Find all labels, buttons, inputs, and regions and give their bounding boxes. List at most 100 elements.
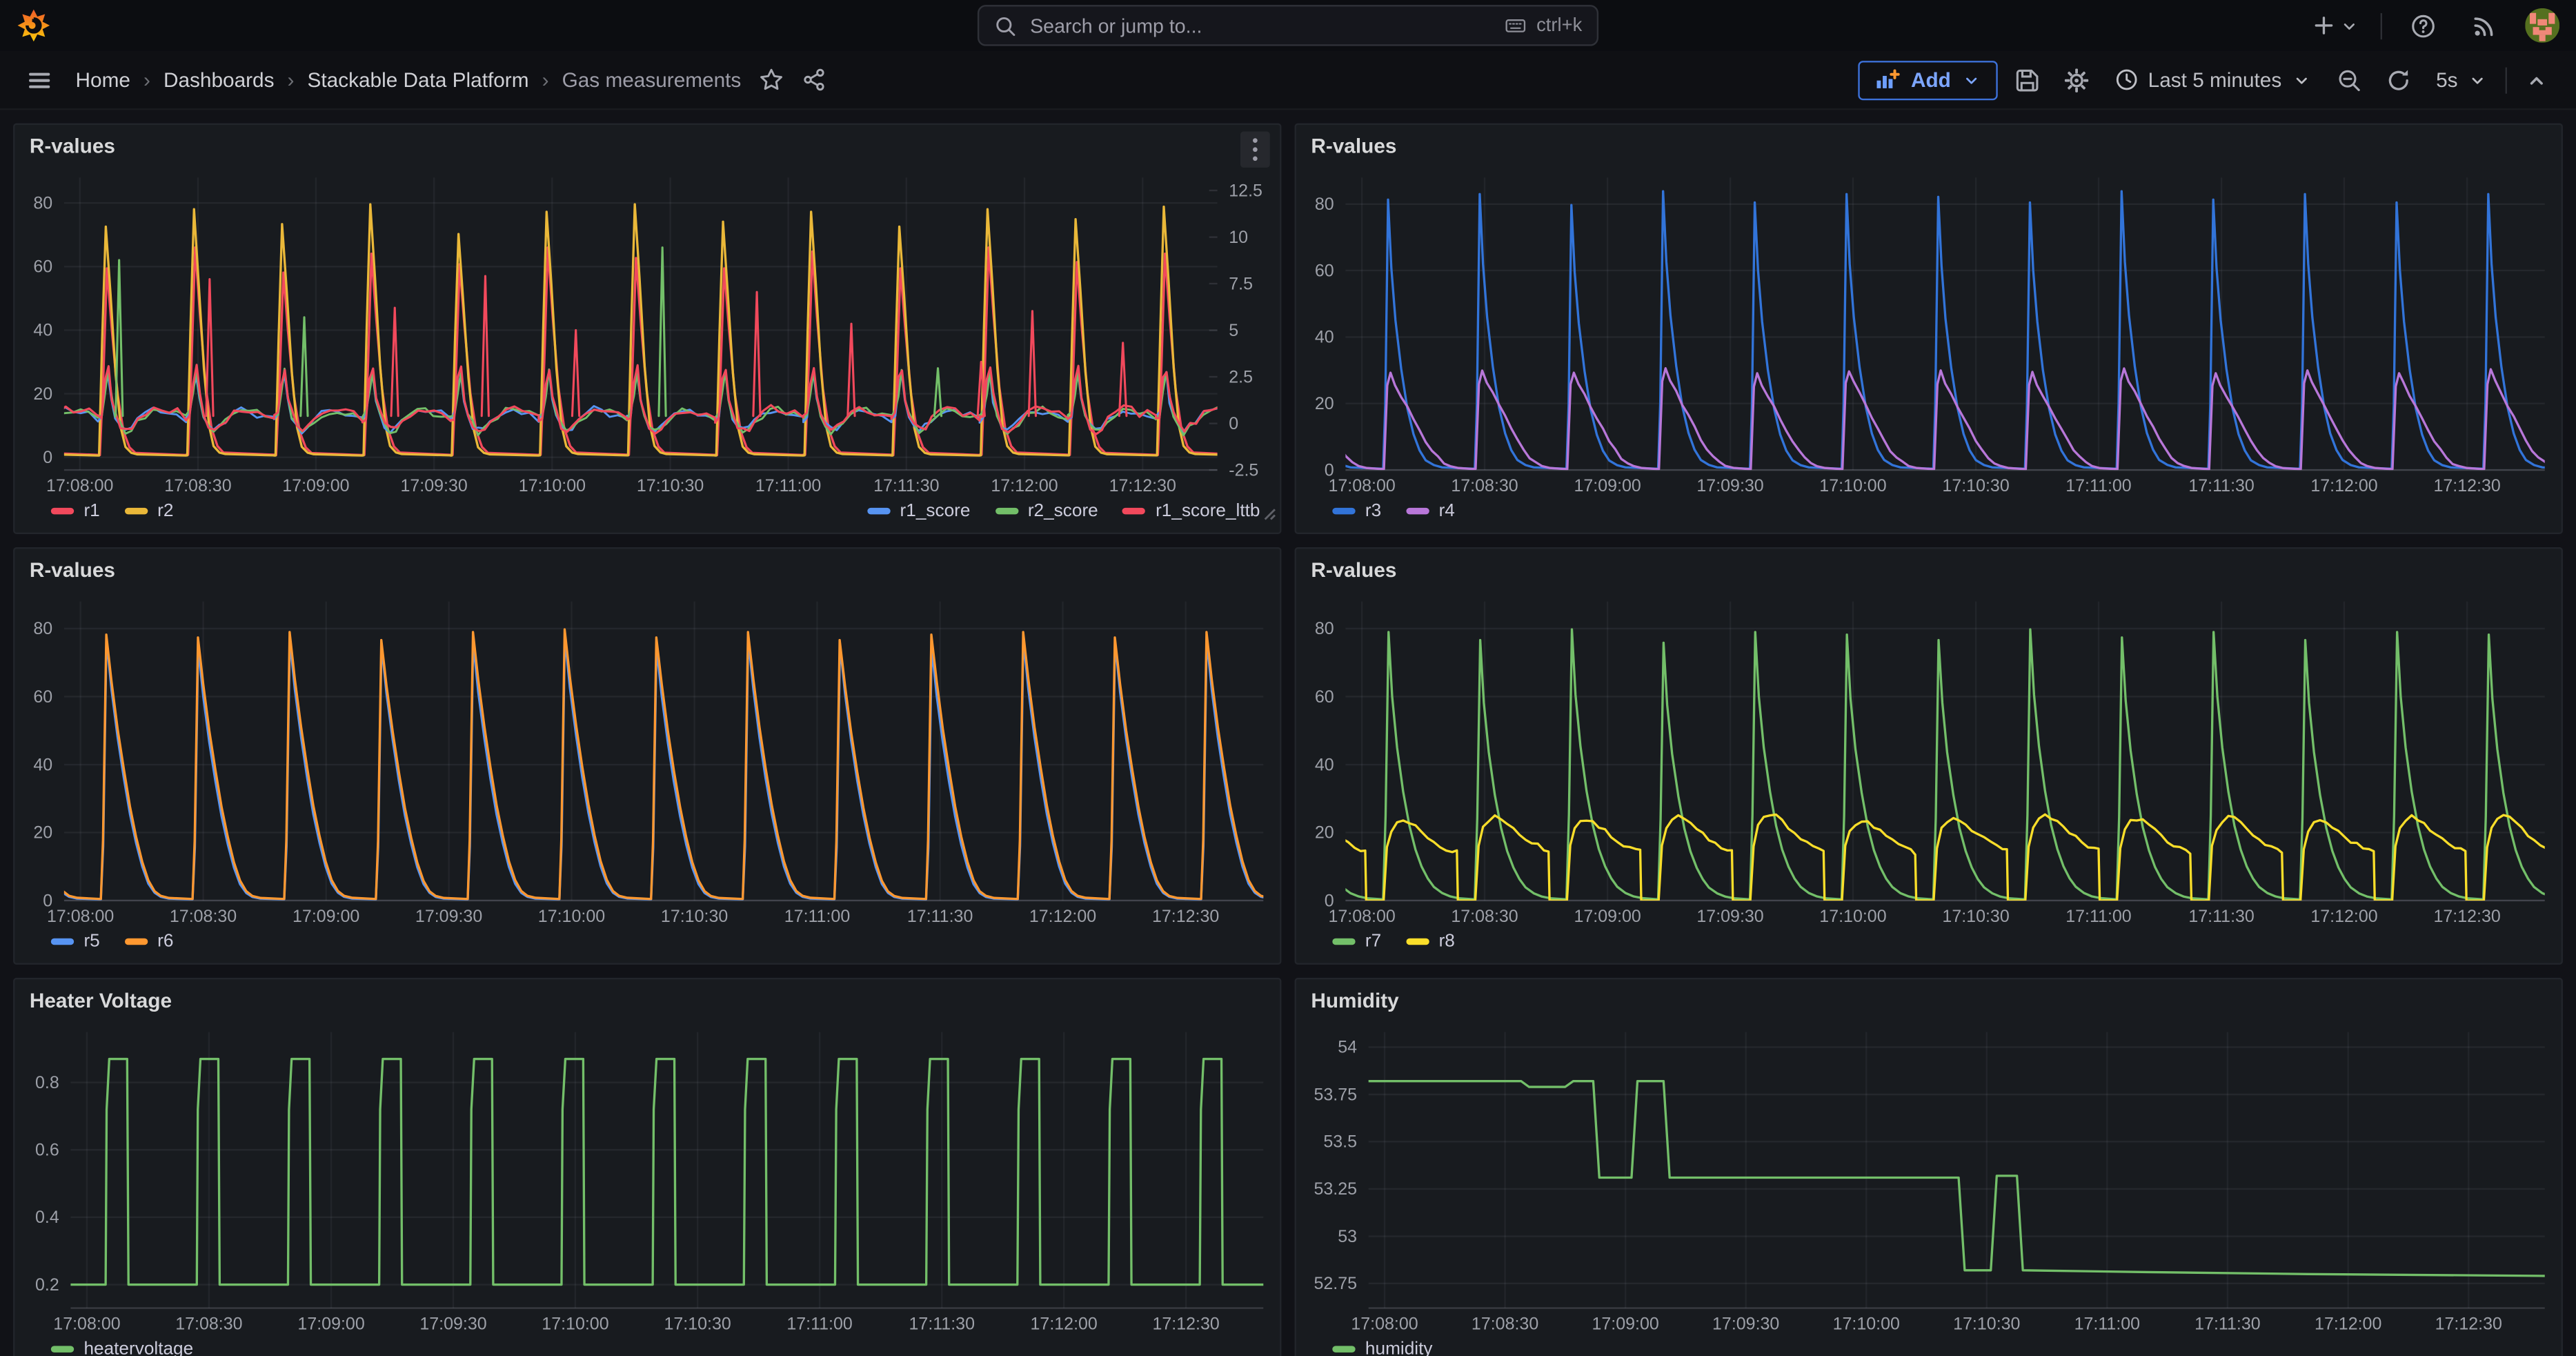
refresh-interval-picker[interactable]: 5s <box>2428 60 2495 99</box>
panel-header[interactable]: R-values <box>14 125 1280 168</box>
share-button[interactable] <box>794 60 833 99</box>
chart-canvas: 02040608017:08:0017:08:3017:09:0017:09:3… <box>14 591 1280 927</box>
svg-text:17:09:00: 17:09:00 <box>1592 1315 1658 1334</box>
svg-text:40: 40 <box>33 321 52 340</box>
svg-text:60: 60 <box>33 687 52 707</box>
series-r8 <box>1296 814 2562 901</box>
panel-legend: r5 r6 <box>14 927 1280 963</box>
time-range-picker[interactable]: Last 5 minutes <box>2106 60 2319 99</box>
favorite-button[interactable] <box>751 60 791 99</box>
legend-swatch <box>1406 508 1429 515</box>
svg-text:80: 80 <box>33 619 52 638</box>
breadcrumb-folder[interactable]: Stackable Data Platform <box>308 68 529 91</box>
legend-group-left: r5 r6 <box>51 932 174 952</box>
legend-group-left: r3 r4 <box>1332 501 1455 521</box>
legend-group-left: r7 r8 <box>1332 932 1455 952</box>
series-r4 <box>1296 369 2562 469</box>
time-series-chart[interactable]: 02040608017:08:0017:08:3017:09:0017:09:3… <box>1296 168 2562 496</box>
dashboard-settings-button[interactable] <box>2056 60 2095 99</box>
legend-item-r8[interactable]: r8 <box>1406 932 1455 952</box>
svg-text:17:12:00: 17:12:00 <box>2310 476 2377 495</box>
svg-text:17:12:30: 17:12:30 <box>2433 476 2500 495</box>
panel-header[interactable]: R-values <box>14 549 1280 591</box>
svg-text:53: 53 <box>1338 1227 1357 1246</box>
breadcrumb-separator: › <box>542 68 549 91</box>
search-icon <box>994 14 1017 37</box>
legend-item-heatervoltage[interactable]: heatervoltage <box>51 1339 193 1356</box>
panel-title: Humidity <box>1311 990 1398 1012</box>
panel-header[interactable]: Humidity <box>1296 979 2562 1022</box>
news-button[interactable] <box>2464 6 2504 45</box>
time-series-chart[interactable]: 020406080-2.502.557.51012.517:08:0017:08… <box>14 168 1280 496</box>
grafana-dashboard: Search or jump to... ctrl+k <box>0 0 2576 1356</box>
panel-resize-handle[interactable] <box>1263 500 1276 529</box>
legend-swatch <box>1332 1346 1355 1353</box>
zoom-out-button[interactable] <box>2329 60 2368 99</box>
svg-text:17:10:00: 17:10:00 <box>519 476 586 495</box>
time-series-chart[interactable]: 52.755353.2553.553.755417:08:0017:08:301… <box>1296 1022 2562 1334</box>
svg-text:17:08:00: 17:08:00 <box>1351 1315 1418 1334</box>
panel-humidity: Humidity 52.755353.2553.553.755417:08:00… <box>1295 978 2563 1356</box>
legend-item-r2_score[interactable]: r2_score <box>995 501 1098 521</box>
caret-down-icon <box>2468 70 2488 90</box>
time-series-chart[interactable]: 02040608017:08:0017:08:3017:09:0017:09:3… <box>1296 591 2562 927</box>
panel-legend: r7 r8 <box>1296 927 2562 963</box>
panel-title: R-values <box>30 559 115 582</box>
user-avatar[interactable] <box>2525 8 2559 43</box>
time-series-chart[interactable]: 02040608017:08:0017:08:3017:09:0017:09:3… <box>14 591 1280 927</box>
dashboard-toolbar: Home › Dashboards › Stackable Data Platf… <box>0 51 2576 110</box>
legend-item-r2[interactable]: r2 <box>124 501 173 521</box>
svg-text:17:12:30: 17:12:30 <box>2435 1315 2502 1334</box>
panel-menu-button[interactable] <box>1240 132 1270 168</box>
breadcrumb-home[interactable]: Home <box>76 68 130 91</box>
legend-label: r5 <box>83 932 99 952</box>
add-button[interactable]: Add <box>1859 60 1997 99</box>
panel-r-values-1: R-values 020406080-2.502.557.51012.517:0… <box>13 124 1281 534</box>
help-button[interactable] <box>2404 6 2443 45</box>
legend-swatch <box>867 508 890 515</box>
legend-item-r7[interactable]: r7 <box>1332 932 1381 952</box>
legend-swatch <box>1122 508 1145 515</box>
panel-header[interactable]: R-values <box>1296 549 2562 591</box>
legend-label: r1_score <box>900 501 971 521</box>
panel-header[interactable]: Heater Voltage <box>14 979 1280 1022</box>
time-series-chart[interactable]: 0.20.40.60.817:08:0017:08:3017:09:0017:0… <box>14 1022 1280 1334</box>
hamburger-icon <box>26 66 52 92</box>
legend-swatch <box>995 508 1018 515</box>
legend-item-r3[interactable]: r3 <box>1332 501 1381 521</box>
legend-item-r1[interactable]: r1 <box>51 501 100 521</box>
legend-item-r1_score[interactable]: r1_score <box>867 501 971 521</box>
legend-swatch <box>51 508 74 515</box>
series-r5 <box>14 636 1280 899</box>
svg-text:17:10:30: 17:10:30 <box>637 476 704 495</box>
panel-header[interactable]: R-values <box>1296 125 2562 168</box>
svg-text:80: 80 <box>1315 619 1334 638</box>
legend-item-humidity[interactable]: humidity <box>1332 1339 1432 1356</box>
svg-text:17:10:00: 17:10:00 <box>1819 476 1886 495</box>
breadcrumb-current: Gas measurements <box>562 68 742 91</box>
gear-icon <box>2063 66 2089 92</box>
new-menu-button[interactable] <box>2312 13 2359 38</box>
refresh-button[interactable] <box>2379 60 2418 99</box>
legend-item-r4[interactable]: r4 <box>1406 501 1455 521</box>
breadcrumb-dashboards[interactable]: Dashboards <box>164 68 275 91</box>
svg-text:-2.5: -2.5 <box>1229 460 1258 480</box>
svg-text:17:11:30: 17:11:30 <box>907 907 973 926</box>
collapse-toolbar-button[interactable] <box>2517 60 2556 99</box>
legend-item-r1_score_lttb[interactable]: r1_score_lttb <box>1122 501 1260 521</box>
panel-r-values-2: R-values 02040608017:08:0017:08:3017:09:… <box>1295 124 2563 534</box>
search-box[interactable]: Search or jump to... ctrl+k <box>978 5 1598 46</box>
legend-item-r5[interactable]: r5 <box>51 932 100 952</box>
legend-group-left: humidity <box>1332 1339 1432 1356</box>
resize-icon <box>1263 508 1276 521</box>
save-dashboard-button[interactable] <box>2007 60 2046 99</box>
legend-label: r4 <box>1439 501 1455 521</box>
mega-menu-button[interactable] <box>20 60 59 99</box>
breadcrumb-separator: › <box>143 68 150 91</box>
svg-text:17:11:00: 17:11:00 <box>755 476 821 495</box>
svg-text:2.5: 2.5 <box>1229 367 1253 386</box>
panel-grid: R-values 020406080-2.502.557.51012.517:0… <box>0 110 2576 1356</box>
breadcrumb: Home › Dashboards › Stackable Data Platf… <box>76 68 742 91</box>
legend-item-r6[interactable]: r6 <box>124 932 173 952</box>
grafana-logo[interactable] <box>17 8 51 43</box>
